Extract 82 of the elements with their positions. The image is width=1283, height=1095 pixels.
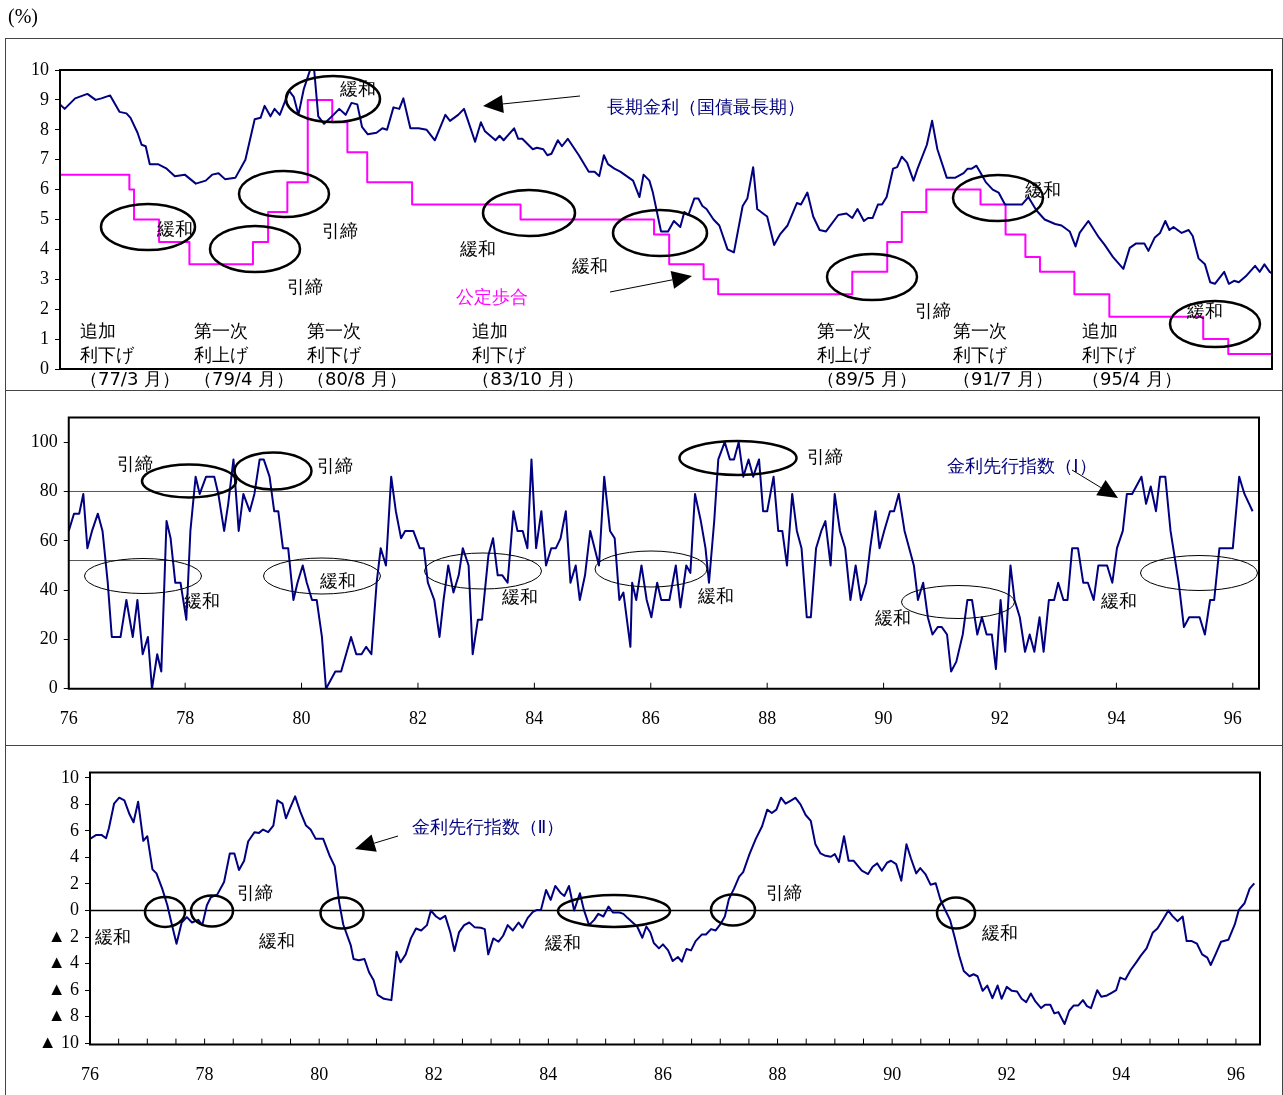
x-tick-label: 96 xyxy=(1223,708,1242,729)
y-tick-label: 10 xyxy=(61,766,79,787)
annotation: 緩和 xyxy=(571,254,608,276)
annotation: 第一次利下げ（91/7 月） xyxy=(952,319,1054,389)
y-axis-title: (%) xyxy=(8,5,38,28)
x-tick-label: 96 xyxy=(1226,1064,1245,1085)
annotation: 第一次利上げ（89/5 月） xyxy=(816,319,918,389)
annotation: 緩和 xyxy=(544,931,581,953)
y-tick-label: ▲ 2 xyxy=(47,925,79,946)
y-tick-label: 20 xyxy=(39,628,58,649)
y-tick-label: ▲ 4 xyxy=(47,952,79,973)
annotation: 第一次利上げ（79/4 月） xyxy=(193,319,295,389)
text: 金利先行指数（Ⅱ） xyxy=(411,815,565,837)
text: 長期金利（国債最長期） xyxy=(607,95,805,117)
annotation: 緩和 xyxy=(1100,589,1137,611)
x-tick-label: 78 xyxy=(195,1064,214,1085)
y-tick-label: ▲ 10 xyxy=(38,1032,79,1053)
x-tick-label: 94 xyxy=(1112,1064,1131,1085)
annotation: 緩和 xyxy=(258,929,295,951)
y-tick-label: 8 xyxy=(70,793,79,814)
annotation: 緩和 xyxy=(874,606,911,628)
y-tick-label: 7 xyxy=(40,148,49,169)
y-tick-label: 5 xyxy=(40,208,49,229)
y-tick-label: 80 xyxy=(39,480,58,501)
y-tick-label: ▲ 6 xyxy=(47,978,79,999)
annotation: 緩和 xyxy=(981,921,1018,943)
x-tick-label: 88 xyxy=(768,1064,787,1085)
x-tick-label: 84 xyxy=(539,1064,558,1085)
x-tick-label: 88 xyxy=(758,708,777,729)
y-tick-label: 3 xyxy=(40,268,49,289)
x-tick-label: 86 xyxy=(653,1064,672,1085)
x-tick-label: 80 xyxy=(310,1064,329,1085)
annotation: 引締 xyxy=(766,881,802,903)
y-tick-label: 100 xyxy=(30,430,58,451)
x-tick-label: 76 xyxy=(81,1064,99,1085)
x-tick-label: 86 xyxy=(641,708,660,729)
x-tick-label: 90 xyxy=(874,708,893,729)
y-tick-label: 60 xyxy=(39,529,58,550)
y-tick-label: ▲ 8 xyxy=(47,1005,79,1026)
annotation: 緩和 xyxy=(459,237,496,259)
x-tick-label: 80 xyxy=(292,708,311,729)
y-tick-label: 0 xyxy=(40,357,49,378)
x-tick-label: 92 xyxy=(997,1064,1016,1085)
y-tick-label: 4 xyxy=(40,238,49,259)
annotation: 第一次利下げ（80/8 月） xyxy=(306,319,408,389)
annotation: 緩和 xyxy=(1186,299,1223,321)
x-tick-label: 76 xyxy=(59,708,78,729)
y-tick-label: 2 xyxy=(40,297,49,318)
x-tick-label: 90 xyxy=(883,1064,902,1085)
text: 公定歩合 xyxy=(456,285,528,307)
annotation: 引締 xyxy=(322,219,358,241)
y-tick-label: 8 xyxy=(40,118,49,139)
annotation: 引締 xyxy=(117,452,153,474)
annotation: 引締 xyxy=(915,299,951,321)
y-tick-label: 1 xyxy=(40,327,49,348)
x-tick-label: 94 xyxy=(1107,708,1126,729)
annotation: 緩和 xyxy=(94,925,131,947)
y-tick-label: 0 xyxy=(70,899,79,920)
x-tick-label: 92 xyxy=(991,708,1009,729)
y-tick-label: 10 xyxy=(31,58,49,79)
annotation: 引締 xyxy=(237,881,273,903)
y-tick-label: 4 xyxy=(70,846,79,867)
annotation: 引締 xyxy=(807,445,843,467)
annotation: 緩和 xyxy=(319,569,356,591)
y-tick-label: 0 xyxy=(48,677,58,698)
x-tick-label: 84 xyxy=(525,708,544,729)
x-tick-label: 78 xyxy=(176,708,195,729)
series-label: 金利先行指数（Ⅰ） xyxy=(947,454,1097,476)
annotation: 追加利下げ（83/10 月） xyxy=(472,319,584,389)
annotation: 追加利下げ（77/3 月） xyxy=(79,319,181,389)
x-tick-label: 82 xyxy=(424,1064,443,1085)
y-tick-label: 6 xyxy=(70,819,79,840)
y-tick-label: 2 xyxy=(70,872,79,893)
y-tick-label: 9 xyxy=(40,88,49,109)
annotation: 追加利下げ（95/4 月） xyxy=(1081,319,1183,389)
y-tick-label: 40 xyxy=(39,578,58,599)
annotation: 引締 xyxy=(287,275,323,297)
x-tick-label: 82 xyxy=(408,708,427,729)
annotation: 緩和 xyxy=(697,584,734,606)
y-tick-label: 6 xyxy=(40,178,49,199)
annotation: 緩和 xyxy=(501,585,538,607)
annotation: 引締 xyxy=(317,454,353,476)
